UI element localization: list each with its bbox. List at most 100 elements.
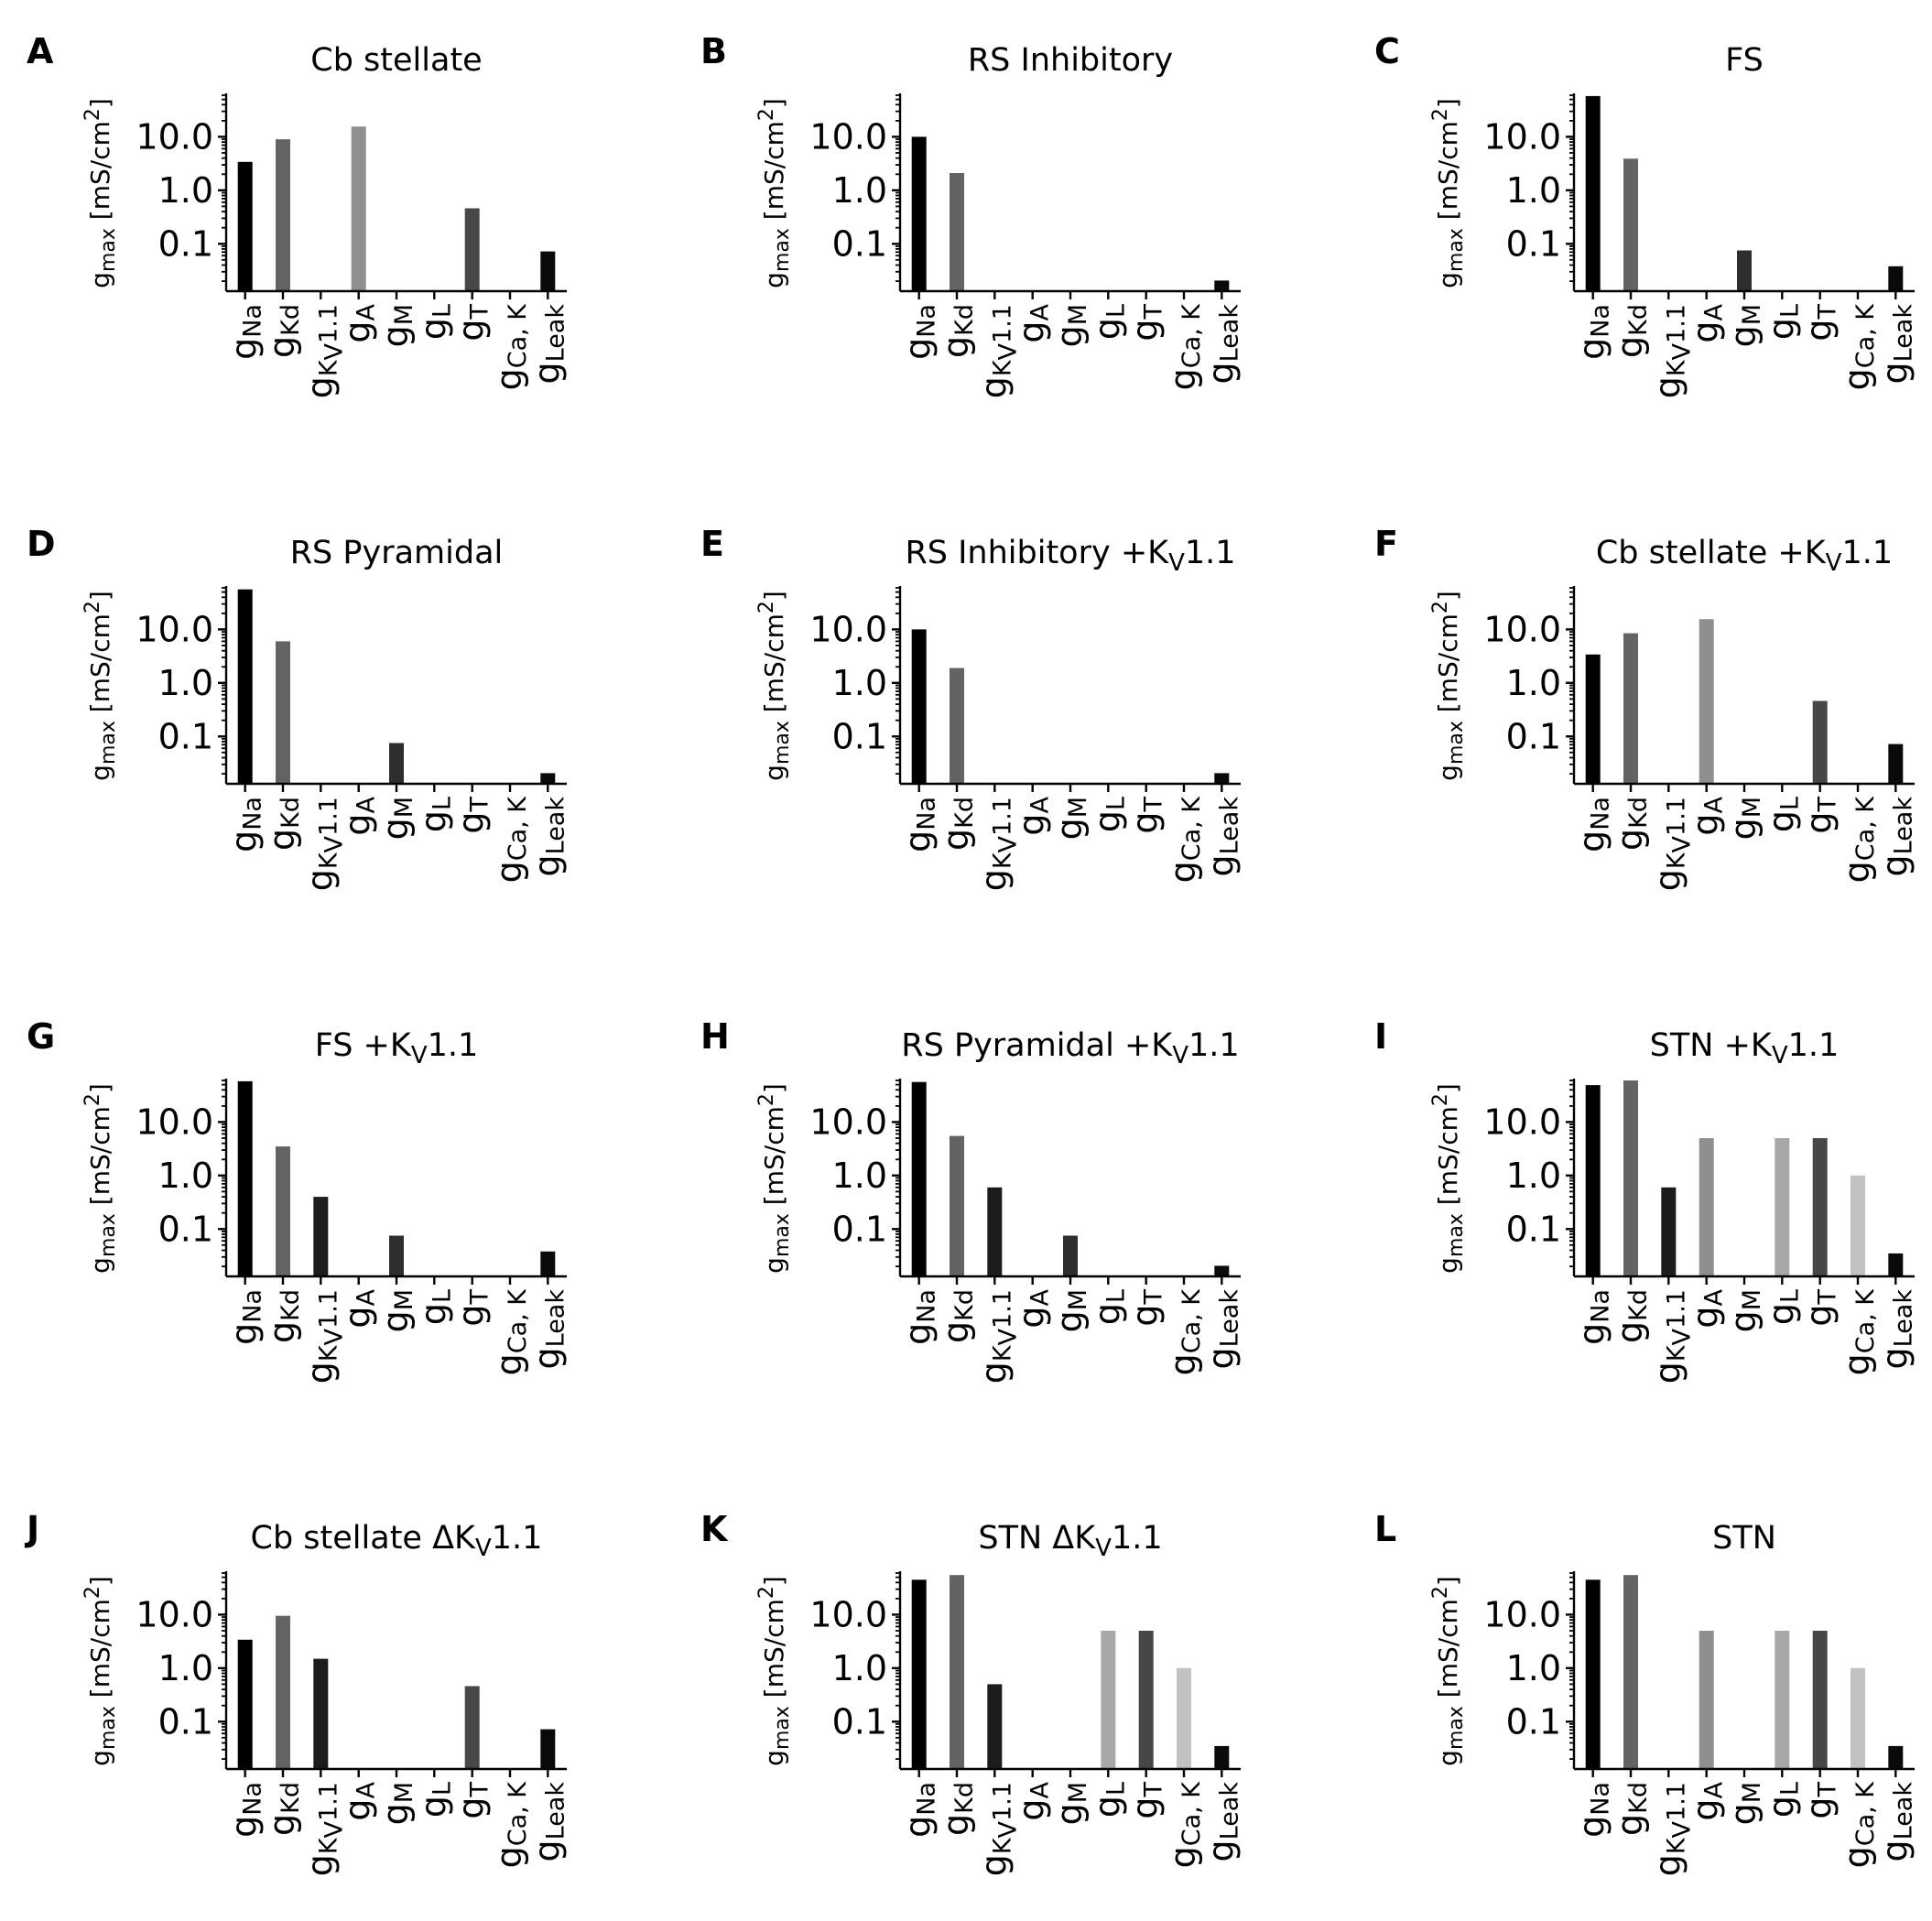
panel-letter: K <box>700 1509 729 1549</box>
x-tick-label: gLeak <box>1200 797 1243 877</box>
x-tick-label: gM <box>1723 304 1766 347</box>
y-tick-label: 0.1 <box>832 1701 887 1742</box>
y-tick-label: 0.1 <box>832 223 887 264</box>
bar-kd <box>1623 1575 1638 1769</box>
x-tick-label: gLeak <box>1874 797 1917 877</box>
y-tick-label: 0.1 <box>158 1701 213 1742</box>
panel-k: K STN ΔKV1.1 0.1 1.0 10.0 gmax [mS/cm2] gNagKd… <box>700 1509 1243 1876</box>
bar-t <box>1138 1631 1154 1769</box>
bar-kd <box>276 139 290 291</box>
bar-na <box>911 1579 927 1769</box>
x-tick-label: gKV1.1 <box>1647 1289 1696 1384</box>
bar-leak <box>540 251 556 291</box>
y-tick-label: 10.0 <box>1483 116 1561 157</box>
bar-kd <box>1623 633 1638 784</box>
bar-kd <box>276 1615 290 1769</box>
x-tick-label: gCa, K <box>1163 796 1206 884</box>
x-tick-label: gT <box>451 797 494 834</box>
panel-title: STN ΔKV1.1 <box>978 1520 1162 1562</box>
bar-na <box>911 1081 927 1276</box>
x-tick-label: gCa, K <box>1163 303 1206 391</box>
bar-a <box>1699 1138 1714 1276</box>
x-tick-label: gKV1.1 <box>1647 304 1696 398</box>
y-tick-label: 0.1 <box>1506 1701 1561 1742</box>
x-tick-label: gLeak <box>1200 304 1243 385</box>
x-tick-label: gNa <box>1572 304 1615 360</box>
panel-letter: A <box>27 31 54 71</box>
x-tick-label: gM <box>375 1782 418 1825</box>
x-tick-label: gNa <box>224 304 267 360</box>
y-tick-label: 10.0 <box>1483 609 1561 649</box>
bar-m <box>389 1235 404 1276</box>
y-axis-label: gmax [mS/cm2] <box>1429 591 1468 781</box>
x-tick-label: gKV1.1 <box>1647 1782 1696 1876</box>
x-tick-label: gA <box>1012 796 1055 835</box>
x-tick-label: gL <box>1761 1289 1804 1325</box>
bar-k <box>987 1187 1003 1276</box>
bar-kd <box>1623 1080 1638 1276</box>
bar-na <box>911 629 927 784</box>
x-tick-label: gL <box>1087 1782 1130 1818</box>
x-tick-label: gL <box>1087 304 1130 340</box>
panel-title: Cb stellate +KV1.1 <box>1596 535 1893 577</box>
x-tick-label: gT <box>1799 1289 1842 1327</box>
x-tick-label: gNa <box>898 1782 941 1838</box>
y-tick-label: 1.0 <box>832 1648 887 1688</box>
bar-m <box>389 743 404 784</box>
panel-title: RS Inhibitory <box>968 42 1173 79</box>
panel-j: J Cb stellate ΔKV1.1 0.1 1.0 10.0 gmax [mS/cm… <box>24 1509 570 1876</box>
y-tick-label: 10.0 <box>1483 1102 1561 1142</box>
panel-title: Cb stellate <box>310 42 482 79</box>
bar-k <box>313 1658 329 1769</box>
y-tick-label: 0.1 <box>158 1209 213 1249</box>
y-tick-label: 1.0 <box>158 663 213 703</box>
y-tick-label: 0.1 <box>1506 1209 1561 1249</box>
y-tick-label: 0.1 <box>158 716 213 756</box>
x-tick-label: gA <box>338 303 381 342</box>
x-tick-label: gA <box>1686 1288 1729 1328</box>
x-tick-label: gLeak <box>526 304 570 385</box>
x-tick-label: gKd <box>1610 1289 1653 1343</box>
bar-leak <box>1888 1253 1904 1276</box>
panel-title: STN +KV1.1 <box>1650 1027 1840 1069</box>
x-tick-label: gA <box>1686 303 1729 342</box>
x-tick-label: gKV1.1 <box>973 304 1022 398</box>
x-tick-label: gKV1.1 <box>299 1782 348 1876</box>
x-tick-label: gLeak <box>1874 1289 1917 1370</box>
y-tick-label: 1.0 <box>832 1156 887 1196</box>
x-tick-label: gCa, K <box>1163 1781 1206 1869</box>
y-tick-label: 1.0 <box>1506 1648 1561 1688</box>
bar-na <box>1585 654 1601 784</box>
bar-kd <box>276 641 290 784</box>
x-tick-label: gKd <box>936 304 979 358</box>
y-axis-label: gmax [mS/cm2] <box>755 1083 794 1274</box>
panel-a: A Cb stellate 0.1 1.0 10.0 gmax [mS/cm2] gNagK… <box>27 31 570 398</box>
x-tick-label: gM <box>1723 1782 1766 1825</box>
bar-l <box>1775 1631 1790 1769</box>
bar-kd <box>950 1575 964 1769</box>
bar-leak <box>1888 266 1904 291</box>
x-tick-label: gCa, K <box>1837 1288 1880 1376</box>
y-axis-label: gmax [mS/cm2] <box>755 98 794 288</box>
y-tick-label: 10.0 <box>809 1102 887 1142</box>
bar-leak <box>1214 280 1230 291</box>
x-tick-label: gA <box>338 1781 381 1820</box>
bar-a <box>1699 1631 1714 1769</box>
y-tick-label: 10.0 <box>809 1594 887 1634</box>
x-tick-label: gT <box>1125 797 1168 834</box>
bar-leak <box>540 1251 556 1276</box>
x-tick-label: gNa <box>224 1289 267 1345</box>
bar-na <box>237 161 253 291</box>
x-tick-label: gT <box>1125 1289 1168 1327</box>
bar-k <box>1661 1187 1677 1276</box>
panel-i: I STN +KV1.1 0.1 1.0 10.0 gmax [mS/cm2] gNagKd… <box>1374 1016 1917 1384</box>
bar-leak <box>540 773 556 784</box>
x-tick-label: gNa <box>898 1289 941 1345</box>
y-tick-label: 10.0 <box>809 609 887 649</box>
bar-k <box>313 1197 329 1276</box>
bar-kd <box>950 173 964 291</box>
y-axis-label: gmax [mS/cm2] <box>81 1083 120 1274</box>
